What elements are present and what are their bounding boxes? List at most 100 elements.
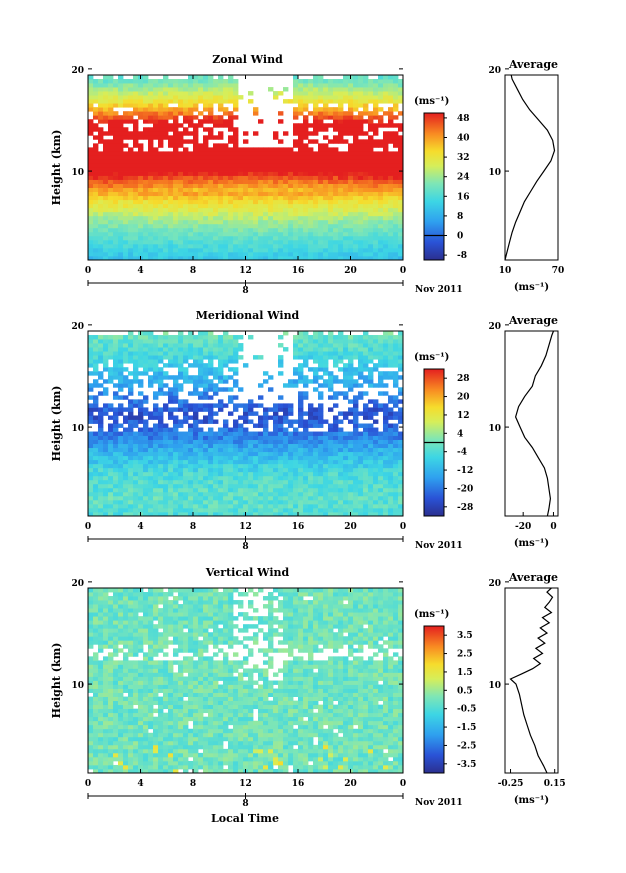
heatmap-cell [123,175,129,180]
heatmap-cell [343,243,349,249]
heatmap-cell [133,235,139,241]
heatmap-cell [113,471,119,477]
heatmap-cell [173,179,179,184]
heatmap-cell [268,407,274,412]
heatmap-cell [383,439,389,445]
heatmap-cell [228,191,234,197]
heatmap-cell [188,471,194,477]
heatmap-cell [128,247,134,253]
heatmap-cell [148,479,154,485]
heatmap-cell [398,235,404,241]
heatmap-cell [88,499,94,505]
heatmap-cell [373,339,379,344]
heatmap-cell [398,347,404,352]
heatmap-cell [308,227,314,233]
heatmap-cell [233,87,239,92]
heatmap-cell [183,95,189,100]
heatmap-cell [313,187,319,193]
heatmap-cell [368,171,374,176]
heatmap-cell [263,499,269,505]
heatmap-cell [88,431,94,436]
heatmap-cell [278,507,284,513]
heatmap-cell [293,255,299,261]
heatmap-cell [278,363,284,368]
heatmap-cell [248,471,254,477]
heatmap-cell [88,387,94,392]
x-tick-label: 0 [85,266,91,276]
heatmap-cell [363,471,369,477]
heatmap-cell [193,79,199,84]
heatmap-cell [193,183,199,189]
heatmap-cell [293,171,299,176]
heatmap-cell [103,451,109,457]
heatmap-cell [368,239,374,245]
heatmap-cell [233,467,239,473]
heatmap-cell [218,199,224,205]
heatmap-cell [338,79,344,84]
heatmap-cell [383,75,389,80]
heatmap-cell [93,227,99,233]
heatmap-cell [198,119,204,124]
heatmap-cell [248,203,254,209]
heatmap-cell [93,335,99,340]
day-marker: 8 [242,286,248,296]
heatmap-cell [293,251,299,257]
heatmap-cell [303,359,309,364]
heatmap-cell [228,199,234,205]
heatmap-cell [238,443,244,449]
heatmap-cell [133,243,139,249]
heatmap-cell [108,223,114,229]
heatmap-cell [203,407,209,412]
heatmap-cell [223,459,229,465]
heatmap-cell [173,487,179,493]
heatmap-cell [378,115,384,120]
heatmap-cell [118,435,124,440]
heatmap-cell [348,455,354,461]
heatmap-cell [158,419,164,424]
heatmap-cell [333,175,339,180]
heatmap-cell [163,495,169,501]
heatmap-cell [183,207,189,213]
heatmap-cell [338,131,344,136]
heatmap-cell [103,459,109,465]
heatmap-cell [213,235,219,241]
heatmap-cell [138,243,144,249]
heatmap-cell [343,491,349,497]
heatmap-cell [363,203,369,209]
heatmap-cell [158,503,164,509]
heatmap-cell [363,171,369,176]
heatmap-cell [393,123,399,128]
heatmap-cell [228,123,234,128]
heatmap-cell [293,371,299,376]
heatmap-cell [93,495,99,501]
heatmap-cell [153,115,159,120]
heatmap-cell [173,251,179,257]
heatmap-cell [348,227,354,233]
heatmap-cell [318,355,324,360]
heatmap-cell [178,467,184,473]
heatmap-cell [268,499,274,505]
heatmap-cell [203,195,209,201]
heatmap-cell [298,395,304,400]
heatmap-cell [253,183,259,189]
heatmap-cell [268,471,274,477]
heatmap-cell [248,179,254,184]
heatmap-cell [158,435,164,440]
heatmap-cell [398,195,404,201]
heatmap-cell [168,251,174,257]
heatmap-cell [253,251,259,257]
heatmap-cell [103,167,109,172]
heatmap-cell [268,247,274,253]
heatmap-cell [178,491,184,497]
heatmap-cell [158,139,164,144]
heatmap-cell [128,147,134,152]
heatmap-cell [233,167,239,172]
heatmap-cell [313,343,319,348]
heatmap-cell [213,143,219,148]
heatmap-cell [303,155,309,160]
heatmap-cell [168,351,174,356]
heatmap-cell [283,419,289,424]
heatmap-cell [138,403,144,408]
heatmap-cell [108,431,114,436]
heatmap-cell [163,179,169,184]
